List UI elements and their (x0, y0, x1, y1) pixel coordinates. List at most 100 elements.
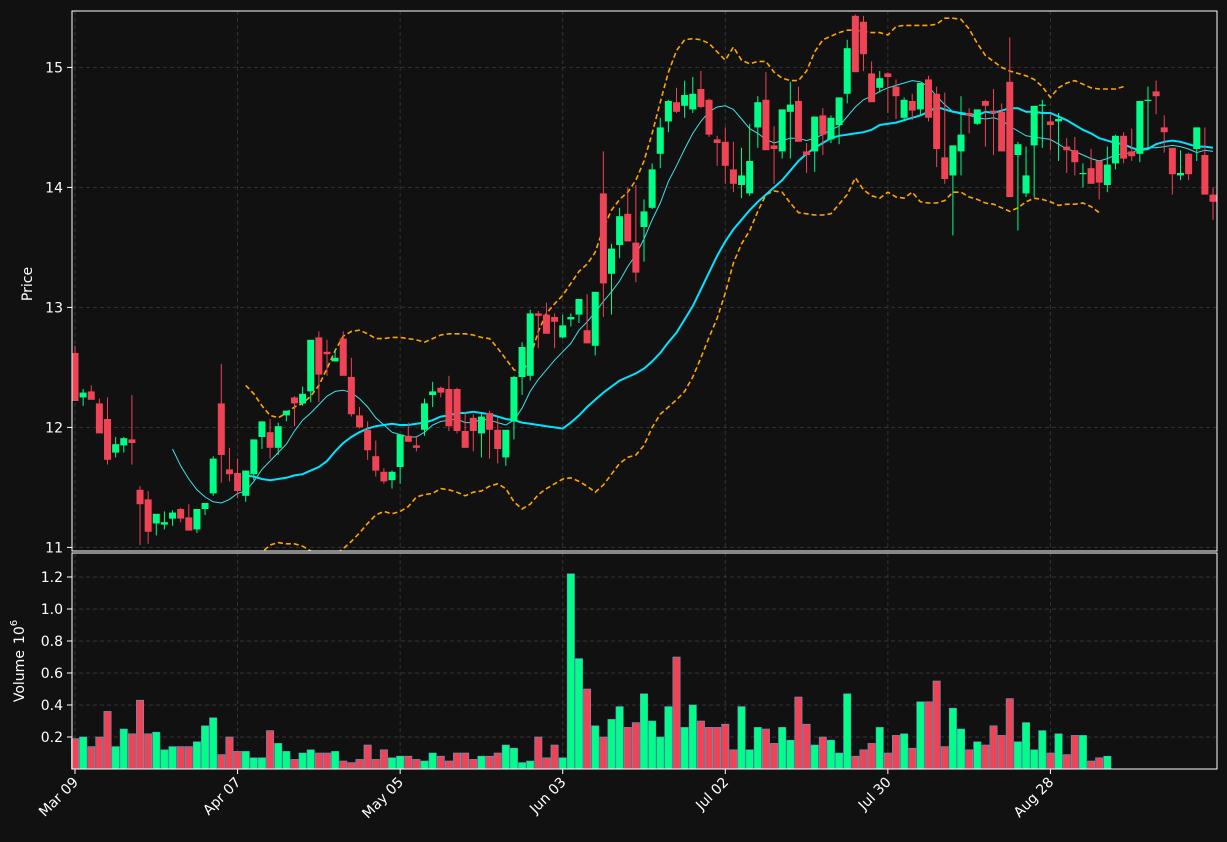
candle-body (347, 377, 355, 415)
candle-body (396, 434, 404, 467)
volume-bar (1054, 733, 1063, 770)
candle-body (648, 169, 656, 208)
bollinger-lower-line (262, 176, 1100, 551)
candle (811, 116, 819, 172)
candle (225, 447, 233, 482)
candle-body (689, 93, 697, 110)
candle (502, 429, 510, 466)
volume-bar (591, 725, 600, 770)
candle-body (778, 109, 786, 152)
price-x-gridlines (74, 11, 1051, 551)
candle (120, 437, 128, 453)
volume-bar (948, 707, 957, 770)
candle (87, 385, 95, 400)
candle-body (786, 104, 794, 112)
candle (347, 357, 355, 417)
candle (1103, 146, 1111, 193)
candle-body (518, 347, 526, 377)
candle-body (412, 445, 420, 448)
candle (453, 387, 461, 434)
volume-bar (160, 749, 169, 770)
volume-bar (493, 752, 502, 770)
volume-bar (778, 727, 787, 770)
candle (599, 151, 607, 317)
candle (664, 99, 672, 133)
candle (1209, 187, 1217, 220)
candle (738, 147, 746, 199)
volume-bar (640, 693, 648, 770)
volume-tick-label: 1.2 (41, 570, 63, 586)
price-axis-label: Price (20, 267, 36, 301)
candle (673, 87, 681, 113)
candle (1022, 146, 1030, 197)
volume-bar (981, 744, 990, 770)
candle (299, 386, 307, 406)
candle-body (721, 141, 729, 166)
volume-bar (908, 747, 917, 770)
volume-bar (331, 751, 340, 770)
candle-body (429, 391, 437, 395)
candle (421, 398, 429, 436)
price-tick-label: 11 (45, 540, 63, 556)
volume-bar (688, 704, 697, 770)
candle (1038, 99, 1046, 148)
candle-body (95, 403, 103, 434)
candle-body (315, 337, 323, 375)
candle-body (949, 145, 957, 176)
candle-body (486, 413, 494, 430)
candle (925, 75, 932, 122)
candle-body (1095, 161, 1103, 183)
candle-body (925, 79, 932, 118)
candle (1160, 115, 1168, 153)
volume-bar (843, 693, 852, 770)
volume-bar (534, 736, 543, 770)
volume-bar (453, 752, 462, 770)
candle (307, 339, 315, 403)
volume-bar (485, 755, 494, 770)
candle (1071, 137, 1079, 176)
candle (1030, 105, 1038, 197)
candle-body (900, 99, 908, 118)
candle-body (87, 391, 95, 400)
candle (868, 61, 876, 103)
volume-bar (916, 701, 925, 770)
candle (908, 93, 916, 121)
volume-bar (794, 696, 803, 770)
volume-bar (1070, 735, 1079, 770)
candle (656, 117, 664, 169)
candle (242, 470, 250, 502)
volume-bar (347, 762, 356, 770)
candle-body (827, 117, 835, 140)
candle-body (770, 145, 778, 149)
candle (404, 422, 412, 442)
volume-scale-exponent: 6 (9, 620, 20, 626)
candle (461, 411, 469, 448)
candle-body (835, 97, 843, 125)
volume-bar (298, 752, 307, 770)
candle (916, 83, 924, 116)
candle-body (1152, 91, 1160, 97)
candle (469, 414, 477, 452)
candle-body (160, 522, 168, 525)
volume-bar (176, 746, 185, 770)
volume-bar (184, 746, 193, 770)
candle-body (1014, 144, 1022, 155)
candle-body (973, 109, 981, 124)
candle (201, 503, 209, 515)
candle (933, 86, 941, 167)
candle (900, 97, 908, 122)
candle-body (469, 417, 477, 431)
candle-body (1022, 175, 1030, 194)
volume-bar (119, 728, 128, 770)
candle-body (112, 444, 120, 453)
volume-tick-label: 0.8 (41, 634, 63, 650)
candle (250, 439, 258, 481)
volume-bar (1062, 754, 1071, 770)
candle (1152, 80, 1160, 115)
candle (380, 468, 388, 484)
candle-body (729, 169, 737, 184)
candle (1111, 134, 1119, 170)
volume-bar (623, 727, 632, 770)
volume-bar (989, 725, 998, 770)
